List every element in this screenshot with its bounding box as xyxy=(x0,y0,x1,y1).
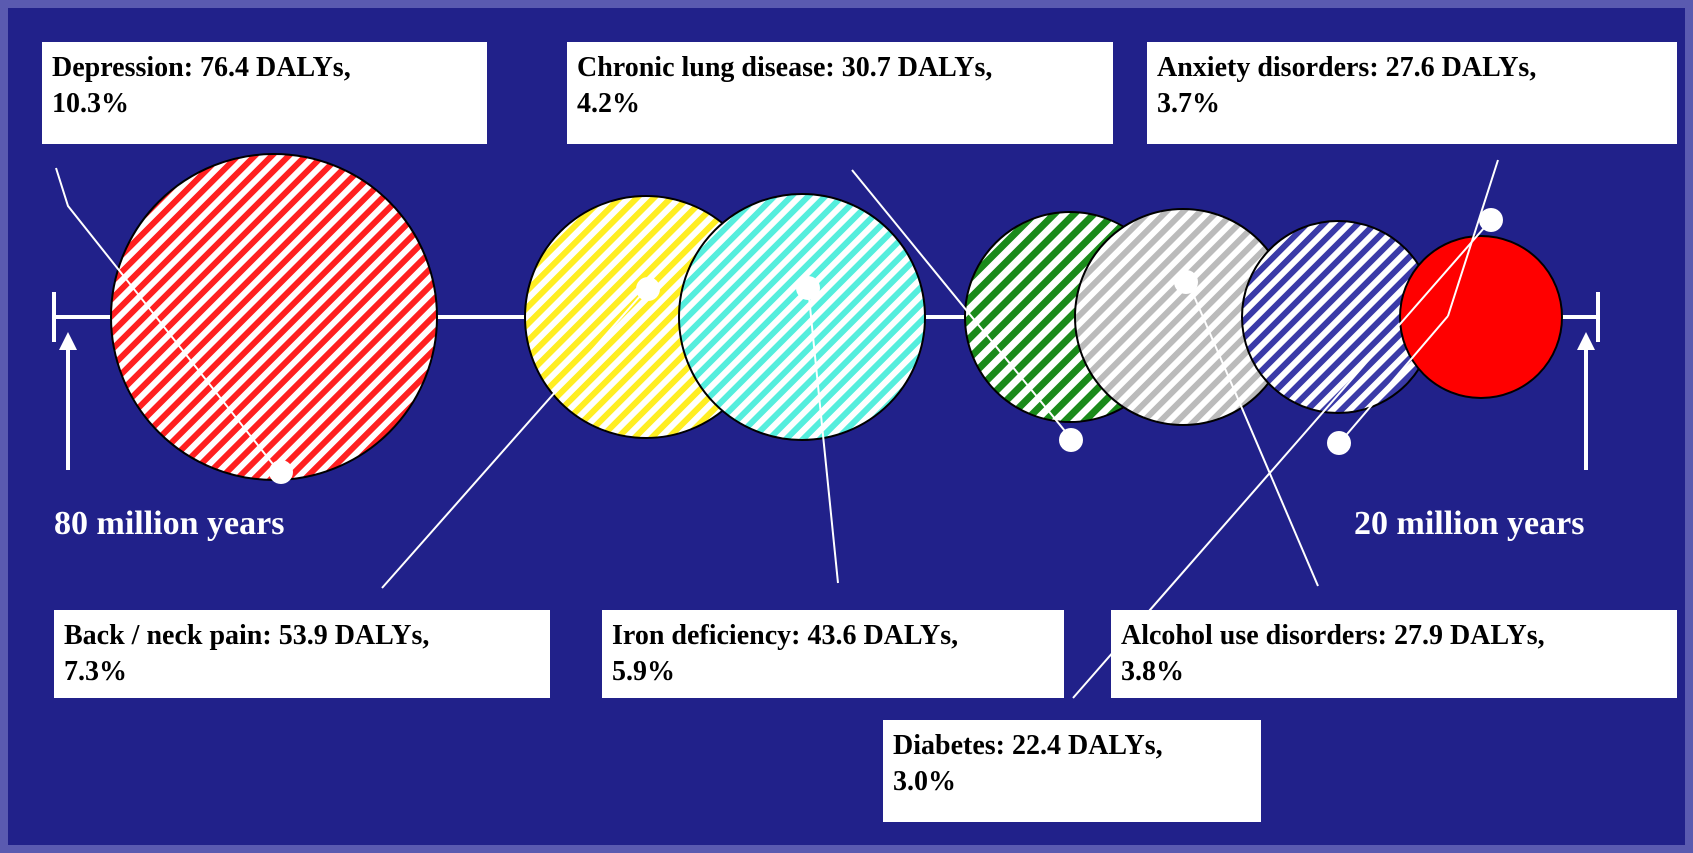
label-alcohol-use-disorders: Alcohol use disorders: 27.9 DALYs, 3.8% xyxy=(1111,610,1677,698)
bubble-diagram xyxy=(52,153,1600,699)
label-anxiety-disorders: Anxiety disorders: 27.6 DALYs, 3.7% xyxy=(1147,42,1677,144)
dot-chronic-lung xyxy=(1059,428,1083,452)
label-iron-deficiency: Iron deficiency: 43.6 DALYs, 5.9% xyxy=(602,610,1064,698)
label-back-neck-pain: Back / neck pain: 53.9 DALYs, 7.3% xyxy=(54,610,550,698)
dot-anxiety xyxy=(1327,431,1351,455)
dot-diabetes xyxy=(1479,208,1503,232)
bubble-diabetes xyxy=(1399,235,1563,399)
dot-depression xyxy=(269,460,293,484)
leader-chronic-lung xyxy=(851,169,1070,437)
dot-alcohol xyxy=(1174,270,1198,294)
leader-alcohol xyxy=(1187,281,1319,587)
slide: Depression: 76.4 DALYs, 10.3% Chronic lu… xyxy=(8,8,1685,845)
bubble-depression xyxy=(110,153,438,481)
leader-back-neck xyxy=(381,286,649,589)
leader-depression xyxy=(55,167,277,469)
dot-back-neck xyxy=(636,277,660,301)
leader-anxiety xyxy=(1447,159,1499,317)
label-depression: Depression: 76.4 DALYs, 10.3% xyxy=(42,42,487,144)
axis-right-label: 20 million years xyxy=(1354,505,1585,542)
label-chronic-lung-disease: Chronic lung disease: 30.7 DALYs, 4.2% xyxy=(567,42,1113,144)
leader-iron xyxy=(807,286,839,584)
dot-iron xyxy=(796,276,820,300)
leader-anxiety-to-dot xyxy=(1341,315,1449,441)
axis-left-label: 80 million years xyxy=(54,505,285,542)
left-arrow-icon xyxy=(59,332,77,350)
label-diabetes: Diabetes: 22.4 DALYs, 3.0% xyxy=(883,720,1261,822)
bubble-iron-deficiency xyxy=(678,193,926,441)
right-arrow-icon xyxy=(1577,332,1595,350)
